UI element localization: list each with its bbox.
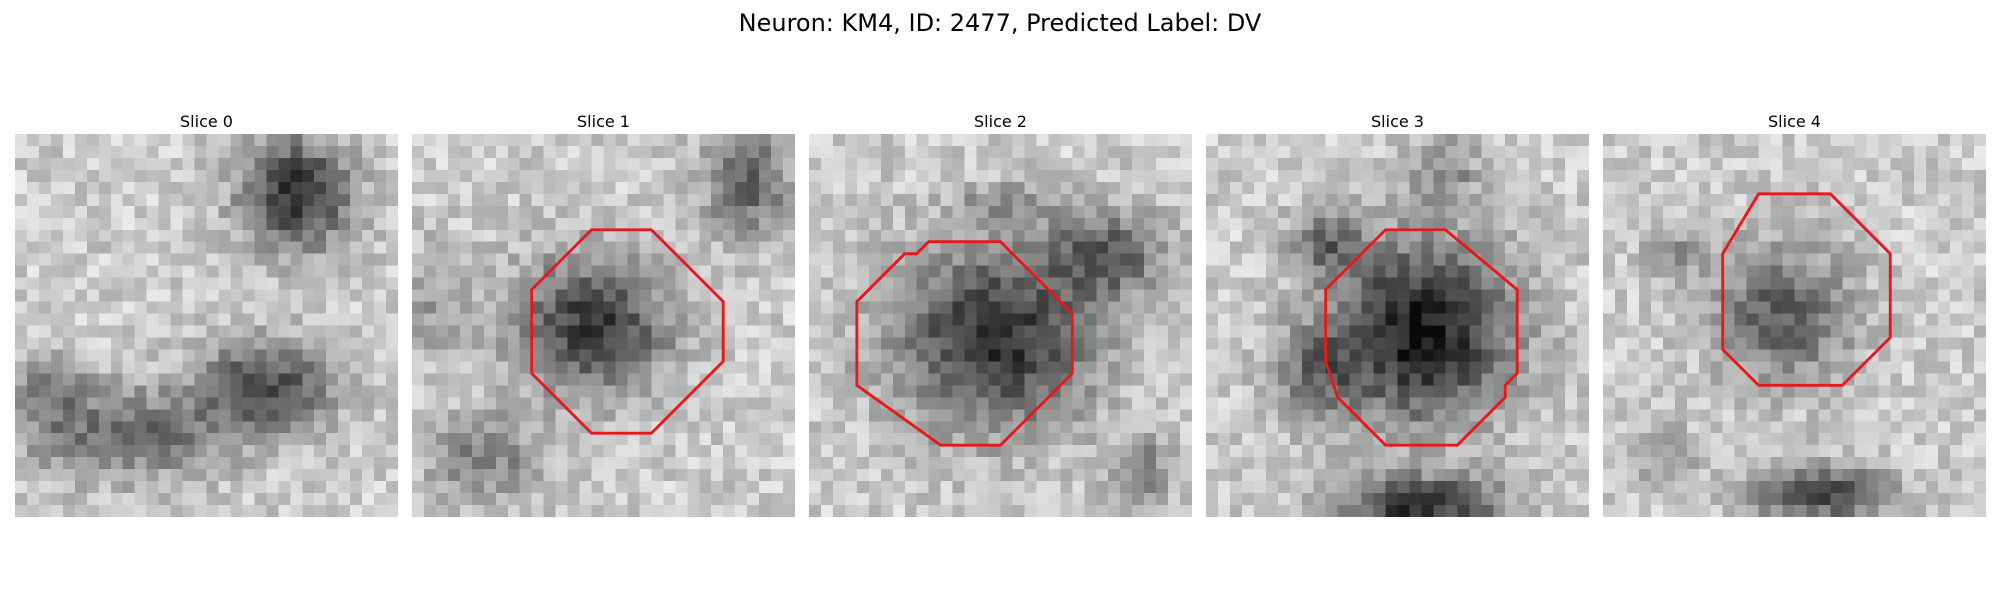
roi-outline xyxy=(1721,192,1892,387)
slice-image xyxy=(809,134,1192,517)
slice-panel-2: Slice 2 xyxy=(809,110,1192,517)
slice-panel-1: Slice 1 xyxy=(412,110,795,517)
grayscale-image-svg xyxy=(1603,134,1986,517)
roi-outline xyxy=(855,240,1074,447)
slice-title: Slice 0 xyxy=(180,112,233,131)
roi-outline xyxy=(1324,228,1519,447)
grayscale-image-svg xyxy=(1206,134,1589,517)
grayscale-image-svg xyxy=(809,134,1192,517)
figure-title: Neuron: KM4, ID: 2477, Predicted Label: … xyxy=(738,9,1262,37)
grayscale-image-svg xyxy=(15,134,398,517)
slice-image xyxy=(412,134,795,517)
slice-panel-0: Slice 0 xyxy=(15,110,398,517)
slice-title: Slice 2 xyxy=(974,112,1027,131)
slice-title: Slice 4 xyxy=(1768,112,1821,131)
roi-outline xyxy=(530,228,725,435)
grayscale-image-svg xyxy=(412,134,795,517)
slice-panel-3: Slice 3 xyxy=(1206,110,1589,517)
slice-panel-4: Slice 4 xyxy=(1603,110,1986,517)
slice-image xyxy=(1603,134,1986,517)
slice-image xyxy=(15,134,398,517)
slice-image xyxy=(1206,134,1589,517)
slice-title: Slice 3 xyxy=(1371,112,1424,131)
slice-title: Slice 1 xyxy=(577,112,630,131)
